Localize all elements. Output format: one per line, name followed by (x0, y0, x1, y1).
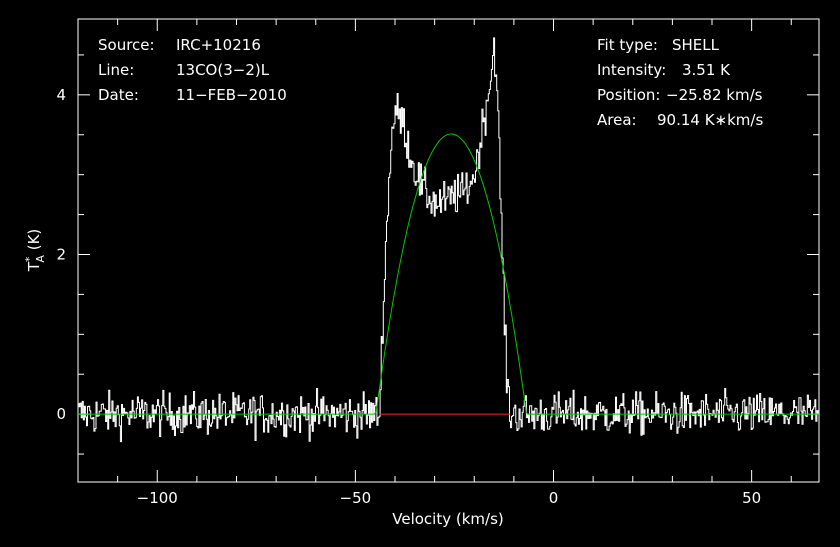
info-block-left: Source: IRC+10216 Line: 13CO(3−2)L Date:… (98, 36, 287, 104)
x-tick-label: −50 (340, 489, 372, 507)
y-tick-label: 2 (56, 245, 66, 263)
info-area-label: Area: (597, 111, 637, 129)
x-axis-label: Velocity (km/s) (392, 510, 503, 528)
spectrum-line (78, 37, 820, 443)
plot-frame (77, 18, 820, 483)
y-axis-label-unit: (K) (25, 229, 43, 255)
info-line-label: Line: (98, 61, 134, 79)
x-tick-label: 50 (742, 489, 761, 507)
shell-fit-curve (78, 133, 819, 415)
y-axis-label-sup: * (23, 256, 36, 262)
info-intensity-value: 3.51 K (682, 61, 731, 79)
info-area-value: 90.14 K∗km/s (657, 111, 763, 129)
info-position-value: −25.82 km/s (666, 86, 763, 104)
y-axis-label-main: T (25, 261, 43, 272)
axis-tick-labels: −100 −50 0 50 0 2 4 (56, 86, 761, 507)
info-intensity-label: Intensity: (597, 61, 666, 79)
y-tick-label: 4 (56, 86, 66, 104)
y-tick-label: 0 (56, 405, 66, 423)
info-block-right: Fit type: SHELL Intensity: 3.51 K Positi… (597, 36, 763, 129)
info-fit-type-value: SHELL (672, 36, 720, 54)
info-source-value: IRC+10216 (176, 36, 261, 54)
info-position-label: Position: (597, 86, 660, 104)
y-axis-label-sub: A (34, 255, 47, 263)
plot-area (78, 37, 820, 443)
info-date-label: Date: (98, 86, 139, 104)
info-source-label: Source: (98, 36, 155, 54)
info-date-value: 11−FEB−2010 (176, 86, 287, 104)
x-tick-label: 0 (549, 489, 559, 507)
info-fit-type-label: Fit type: (597, 36, 658, 54)
info-line-value: 13CO(3−2)L (176, 61, 270, 79)
axis-ticks (77, 19, 819, 482)
x-tick-label: −100 (137, 489, 178, 507)
svg-text:T*A (K): T*A (K) (23, 229, 47, 273)
y-axis-label: T*A (K) (23, 229, 47, 273)
